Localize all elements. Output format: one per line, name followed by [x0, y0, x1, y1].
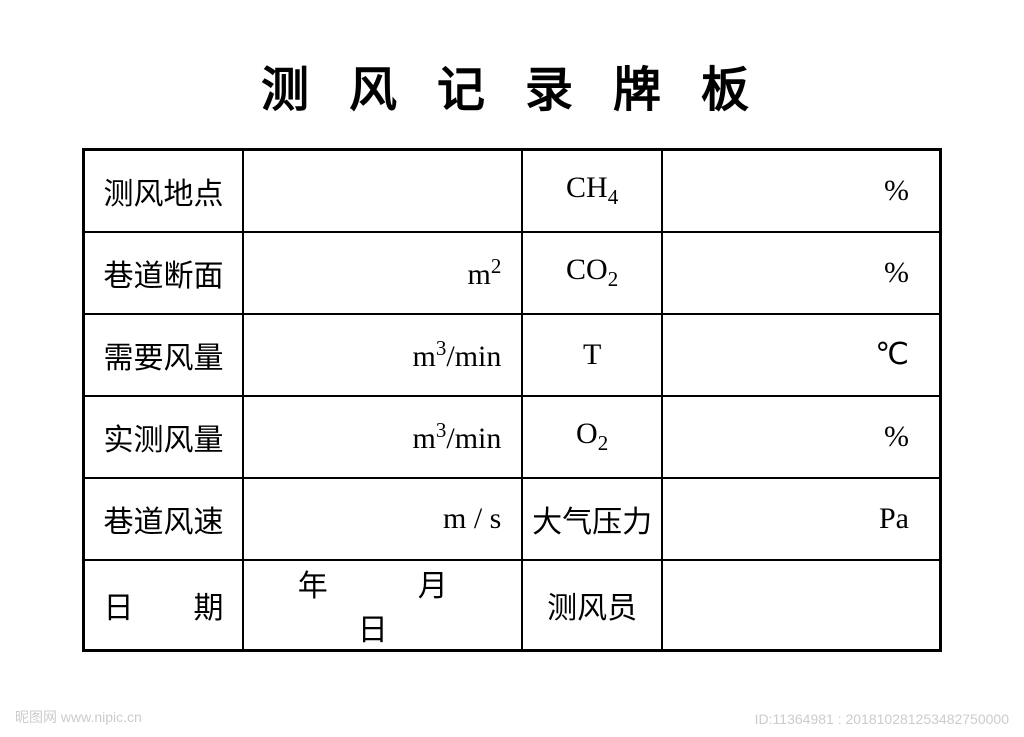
table-row: 实测风量 m3/min O2 %: [84, 396, 941, 478]
value-location: [243, 150, 522, 232]
value-ch4: %: [662, 150, 941, 232]
table-row: 测风地点 CH4 %: [84, 150, 941, 232]
table-row: 需要风量 m3/min T ℃: [84, 314, 941, 396]
label-ch4: CH4: [522, 150, 661, 232]
label-location: 测风地点: [84, 150, 244, 232]
value-operator: [662, 560, 941, 651]
label-operator: 测风员: [522, 560, 661, 651]
value-measured-volume: m3/min: [243, 396, 522, 478]
value-date: 年 月 日: [243, 560, 522, 651]
label-section: 巷道断面: [84, 232, 244, 314]
record-table: 测风地点 CH4 % 巷道断面 m2 CO2 % 需要风量 m3/min T ℃…: [82, 148, 942, 652]
label-date: 日 期: [84, 560, 244, 651]
table-row: 巷道风速 m / s 大气压力 Pa: [84, 478, 941, 560]
value-section: m2: [243, 232, 522, 314]
table-row: 巷道断面 m2 CO2 %: [84, 232, 941, 314]
label-temperature: T: [522, 314, 661, 396]
table-row: 日 期 年 月 日 测风员: [84, 560, 941, 651]
watermark-left: 昵图网 www.nipic.cn: [15, 707, 142, 727]
value-speed: m / s: [243, 478, 522, 560]
label-o2: O2: [522, 396, 661, 478]
label-speed: 巷道风速: [84, 478, 244, 560]
label-pressure: 大气压力: [522, 478, 661, 560]
label-measured-volume: 实测风量: [84, 396, 244, 478]
value-co2: %: [662, 232, 941, 314]
watermark-right: ID:11364981 : 201810281253482750000: [755, 711, 1009, 727]
page-title: 测 风 记 录 牌 板: [261, 50, 763, 120]
value-temperature: ℃: [662, 314, 941, 396]
label-required-volume: 需要风量: [84, 314, 244, 396]
value-o2: %: [662, 396, 941, 478]
label-co2: CO2: [522, 232, 661, 314]
value-pressure: Pa: [662, 478, 941, 560]
value-required-volume: m3/min: [243, 314, 522, 396]
